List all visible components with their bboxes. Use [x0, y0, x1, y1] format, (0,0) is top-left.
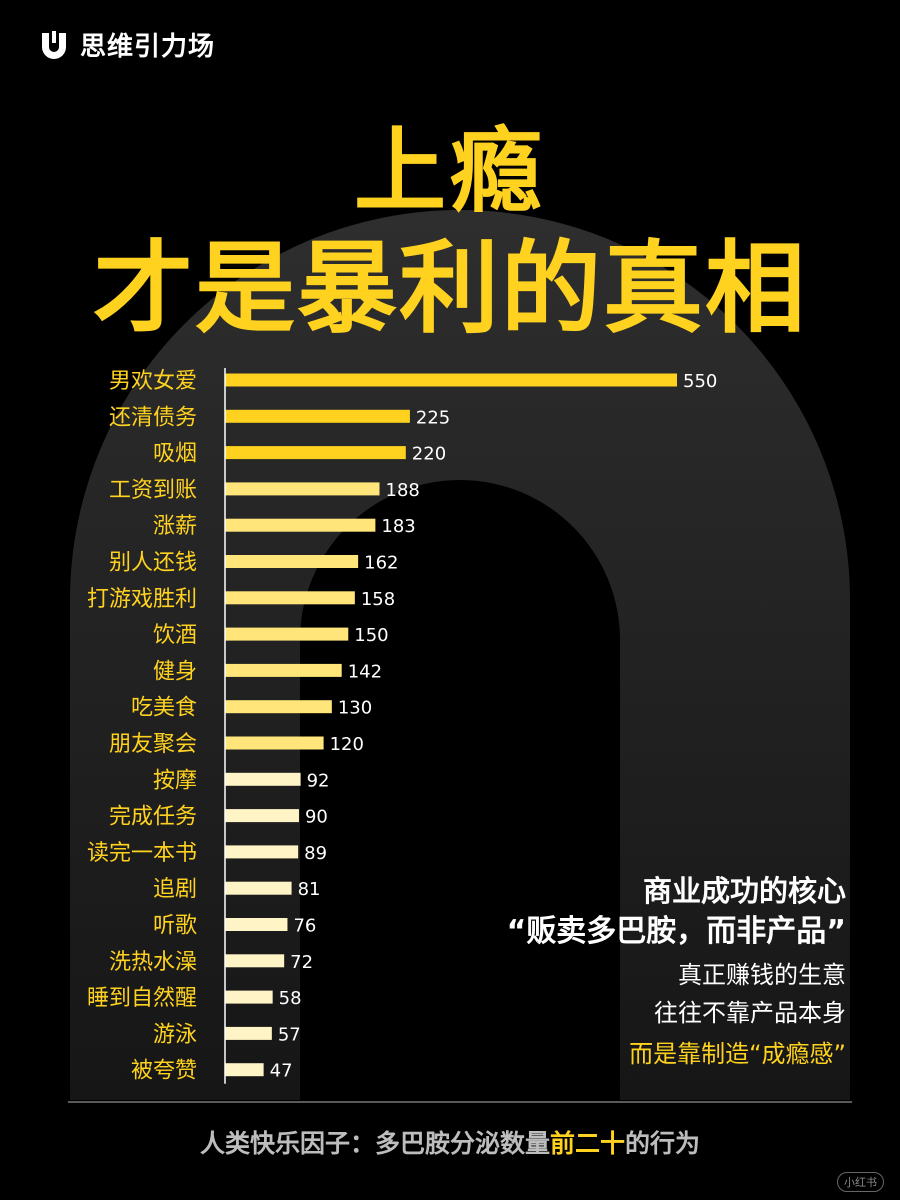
title-line-1: 上瘾: [353, 118, 546, 225]
bar-14: [225, 845, 299, 859]
value-label-11: 120: [330, 734, 364, 755]
bar-8: [225, 627, 349, 641]
brand-name: 思维引力场: [80, 32, 216, 62]
value-label-13: 90: [305, 807, 328, 828]
value-label-19: 57: [278, 1024, 301, 1045]
category-label-18: 睡到自然醒: [87, 986, 197, 1011]
bar-2: [225, 409, 410, 423]
bar-6: [225, 555, 359, 568]
value-label-15: 81: [298, 879, 321, 900]
watermark: 小红书: [837, 1172, 884, 1192]
side-line-3: 而是靠制造“成瘾感”: [629, 1040, 846, 1068]
bar-18: [225, 990, 273, 1004]
value-label-2: 225: [416, 407, 450, 428]
footer-divider: [68, 1101, 852, 1103]
category-label-4: 工资到账: [109, 478, 197, 503]
category-label-12: 按摩: [153, 768, 197, 793]
bar-13: [225, 809, 299, 823]
bar-11: [225, 736, 324, 750]
category-label-11: 朋友聚会: [109, 732, 197, 757]
bar-15: [225, 881, 292, 895]
value-label-5: 183: [381, 516, 415, 537]
side-heading-2: “贩卖多巴胺，而非产品”: [506, 914, 846, 949]
category-label-1: 男欢女爱: [109, 369, 197, 394]
category-label-19: 游泳: [153, 1022, 197, 1047]
category-label-17: 洗热水澡: [109, 950, 197, 975]
value-label-17: 72: [290, 952, 313, 973]
category-label-6: 别人还钱: [109, 551, 197, 576]
category-label-7: 打游戏胜利: [87, 587, 197, 612]
value-label-9: 142: [348, 661, 382, 682]
category-label-8: 饮酒: [153, 623, 197, 648]
bar-5: [225, 518, 376, 532]
bar-1: [225, 373, 677, 387]
category-label-20: 被夸赞: [131, 1059, 197, 1084]
value-label-4: 188: [386, 480, 420, 501]
bar-12: [225, 772, 301, 786]
category-label-2: 还清债务: [109, 405, 197, 430]
value-label-12: 92: [307, 770, 330, 791]
bar-17: [225, 954, 285, 968]
category-label-13: 完成任务: [109, 805, 197, 830]
category-label-16: 听歌: [153, 914, 197, 939]
bar-3: [225, 446, 406, 460]
footer-prefix: 人类快乐因子：多巴胺分泌数量: [199, 1129, 550, 1158]
value-label-16: 76: [293, 916, 316, 937]
category-label-14: 读完一本书: [87, 841, 197, 866]
bar-7: [225, 591, 355, 605]
value-label-1: 550: [683, 371, 717, 392]
footer-highlight: 前二十: [549, 1129, 625, 1158]
title-line-2: 才是暴利的真相: [93, 230, 807, 347]
bar-9: [225, 663, 342, 677]
value-label-6: 162: [364, 553, 398, 574]
value-label-20: 47: [270, 1061, 293, 1082]
footer-suffix: 的行为: [625, 1129, 701, 1158]
side-heading-1: 商业成功的核心: [642, 874, 846, 908]
u-logo-icon: [42, 30, 66, 59]
category-label-3: 吸烟: [153, 442, 197, 467]
brand: 思维引力场: [36, 26, 215, 63]
value-label-7: 158: [361, 589, 395, 610]
bar-16: [225, 918, 288, 931]
bar-4: [225, 482, 380, 496]
side-line-2: 往往不靠产品本身: [654, 999, 846, 1027]
category-label-10: 吃美食: [131, 696, 197, 721]
side-line-1: 真正赚钱的生意: [678, 961, 846, 989]
bar-19: [225, 1026, 272, 1040]
bar-20: [225, 1063, 264, 1077]
value-label-14: 89: [304, 843, 327, 864]
value-label-8: 150: [354, 625, 388, 646]
bar-10: [225, 700, 332, 714]
category-label-15: 追剧: [153, 877, 197, 902]
value-label-18: 58: [279, 988, 302, 1009]
value-label-10: 130: [338, 698, 372, 719]
value-label-3: 220: [412, 444, 446, 465]
footer-caption: 人类快乐因子：多巴胺分泌数量前二十的行为: [0, 1124, 900, 1160]
category-label-5: 涨薪: [153, 514, 197, 539]
category-label-9: 健身: [153, 659, 197, 684]
